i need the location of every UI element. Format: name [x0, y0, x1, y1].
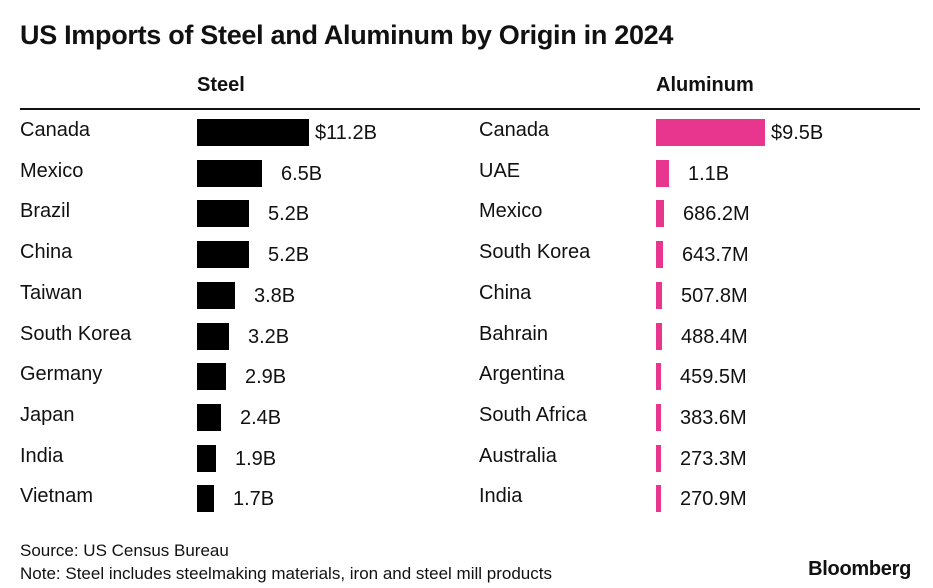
- steel-value-label: 1.9B: [235, 447, 277, 470]
- aluminum-category-label: Canada: [479, 119, 550, 141]
- steel-bar: [197, 200, 249, 228]
- aluminum-category-label: South Korea: [479, 241, 591, 264]
- aluminum-category-label: South Africa: [479, 403, 587, 426]
- steel-value-label: 2.9B: [245, 366, 287, 389]
- aluminum-bar: [656, 119, 765, 146]
- aluminum-value-label: 643.7M: [682, 244, 749, 267]
- steel-value-label: 5.2B: [268, 244, 310, 267]
- aluminum-bar: [656, 241, 663, 269]
- steel-value-label: $11.2B: [315, 122, 377, 144]
- aluminum-value-label: 270.9M: [680, 488, 747, 511]
- steel-bar: [197, 159, 262, 187]
- aluminum-value-label: 459.5M: [680, 366, 747, 389]
- steel-bar: [197, 403, 221, 431]
- steel-category-label: Mexico: [20, 159, 84, 182]
- steel-bar: [197, 444, 216, 472]
- steel-bar: [197, 485, 214, 513]
- steel-bar: [197, 119, 309, 146]
- steel-value-label: 6.5B: [281, 162, 323, 185]
- aluminum-value-label: 686.2M: [683, 203, 750, 226]
- steel-category-label: Canada: [20, 119, 91, 141]
- aluminum-bar: [656, 159, 669, 187]
- steel-bar: [197, 322, 229, 350]
- chart-title: US Imports of Steel and Aluminum by Orig…: [20, 20, 674, 50]
- steel-value-label: 3.8B: [254, 284, 296, 307]
- source-note: Source: US Census Bureau: [20, 541, 229, 560]
- header-divider: [20, 108, 920, 110]
- aluminum-bar: [656, 200, 664, 228]
- aluminum-bar: [656, 485, 661, 513]
- aluminum-bar: [656, 363, 661, 391]
- bloomberg-logo: Bloomberg: [808, 558, 911, 580]
- steel-value-label: 3.2B: [248, 325, 290, 348]
- aluminum-value-label: 273.3M: [680, 447, 747, 470]
- steel-bar: [197, 281, 235, 309]
- aluminum-category-label: China: [479, 281, 532, 304]
- aluminum-bar: [656, 444, 661, 472]
- aluminum-bar: [656, 403, 661, 431]
- aluminum-bar: [656, 281, 662, 309]
- steel-category-label: Vietnam: [20, 485, 94, 508]
- aluminum-value-label: $9.5B: [771, 122, 824, 144]
- aluminum-column-header: Aluminum: [656, 74, 754, 96]
- aluminum-value-label: 383.6M: [680, 406, 747, 429]
- steel-category-label: Germany: [20, 363, 103, 386]
- steel-value-label: 2.4B: [240, 406, 282, 429]
- aluminum-value-label: 488.4M: [681, 325, 748, 348]
- steel-category-label: China: [20, 241, 73, 264]
- aluminum-category-label: Argentina: [479, 363, 565, 386]
- aluminum-category-label: Australia: [479, 444, 557, 467]
- aluminum-value-label: 1.1B: [688, 162, 730, 185]
- steel-column-header: Steel: [197, 74, 245, 96]
- steel-category-label: Brazil: [20, 200, 71, 223]
- steel-bar: [197, 363, 226, 391]
- steel-category-label: South Korea: [20, 322, 132, 345]
- aluminum-category-label: Mexico: [479, 200, 543, 223]
- steel-definition-note: Note: Steel includes steelmaking materia…: [20, 564, 552, 583]
- steel-value-label: 1.7B: [233, 488, 275, 511]
- steel-bar: [197, 241, 249, 269]
- aluminum-category-label: India: [479, 485, 523, 508]
- aluminum-bar: [656, 322, 662, 350]
- steel-category-label: Japan: [20, 403, 75, 426]
- aluminum-category-label: Bahrain: [479, 322, 548, 345]
- aluminum-value-label: 507.8M: [681, 284, 748, 307]
- aluminum-category-label: UAE: [479, 159, 521, 182]
- steel-category-label: India: [20, 444, 64, 467]
- steel-value-label: 5.2B: [268, 203, 310, 226]
- steel-category-label: Taiwan: [20, 281, 83, 304]
